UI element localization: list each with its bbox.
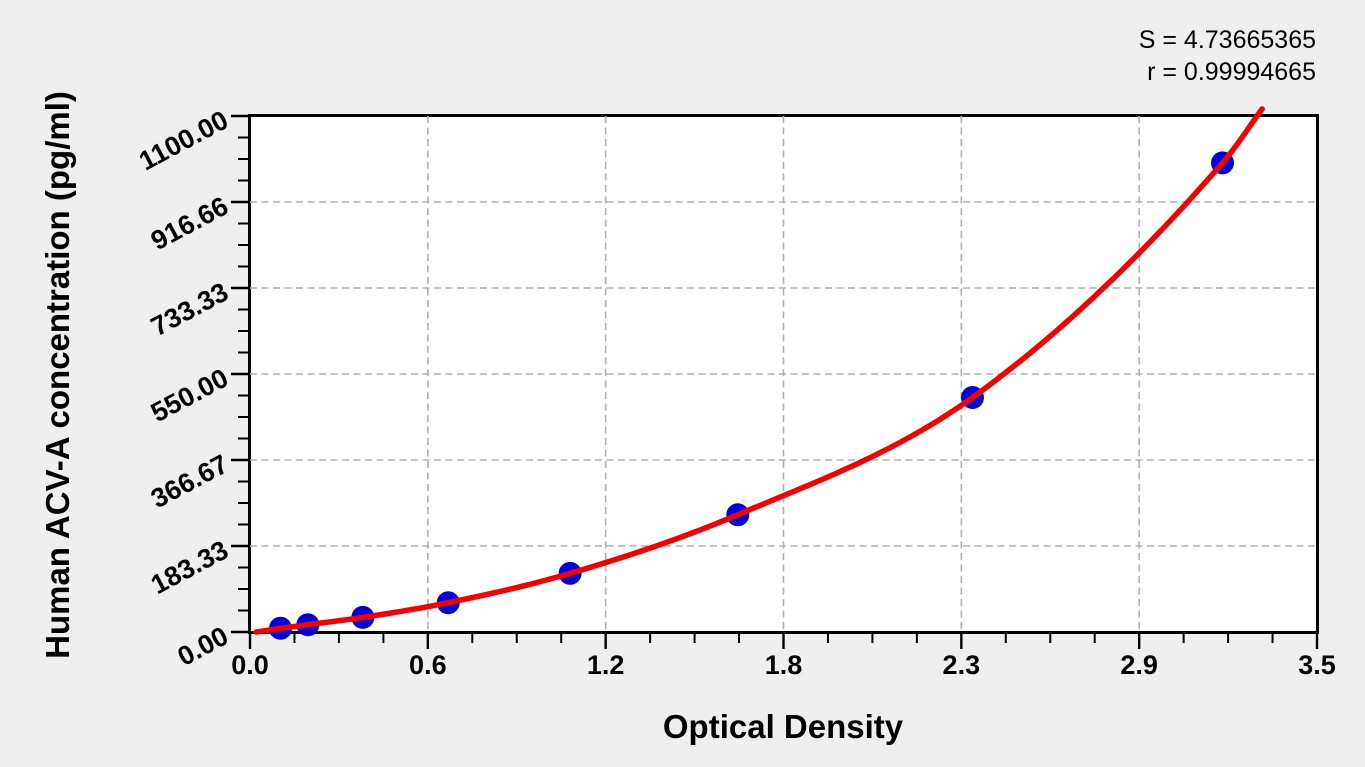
plot-area <box>248 114 1319 634</box>
y-axis-title: Human ACV-A concentration (pg/ml) <box>39 91 76 659</box>
x-tick-label: 2.3 <box>942 650 981 680</box>
y-tick-label: 550.00 <box>146 362 234 429</box>
fit-statistic-s: S = 4.73665365 <box>1138 26 1316 54</box>
fit-statistic-r: r = 0.99994665 <box>1147 58 1316 86</box>
y-tick-label: 366.67 <box>146 448 234 515</box>
x-tick-label: 1.2 <box>586 650 625 680</box>
x-tick-label: 3.5 <box>1298 650 1336 680</box>
x-tick-label: 0.0 <box>231 650 269 680</box>
y-tick-label: 183.33 <box>146 534 234 601</box>
y-tick-label: 733.33 <box>146 276 234 343</box>
x-tick-label: 2.9 <box>1120 650 1158 680</box>
fit-statistics: S = 4.73665365 r = 0.99994665 <box>1139 24 1316 88</box>
x-axis-title: Optical Density <box>662 708 904 745</box>
y-tick-label: 916.66 <box>146 190 234 257</box>
x-tick-label: 0.6 <box>409 650 447 680</box>
x-tick-label: 1.8 <box>764 650 803 680</box>
y-tick-label: 1100.00 <box>134 104 234 177</box>
